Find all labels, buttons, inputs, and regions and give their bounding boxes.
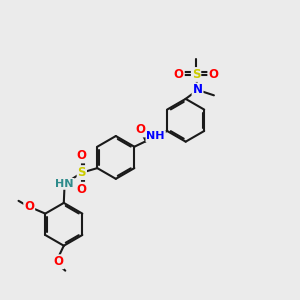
Text: NH: NH — [146, 131, 165, 142]
Text: S: S — [78, 166, 86, 179]
Text: O: O — [77, 183, 87, 196]
Text: O: O — [53, 255, 64, 268]
Text: O: O — [208, 68, 218, 81]
Text: O: O — [77, 149, 87, 162]
Text: O: O — [135, 124, 146, 136]
Text: N: N — [193, 83, 202, 97]
Text: S: S — [192, 68, 200, 81]
Text: HN: HN — [55, 179, 74, 189]
Text: O: O — [174, 68, 184, 81]
Text: O: O — [24, 200, 34, 213]
